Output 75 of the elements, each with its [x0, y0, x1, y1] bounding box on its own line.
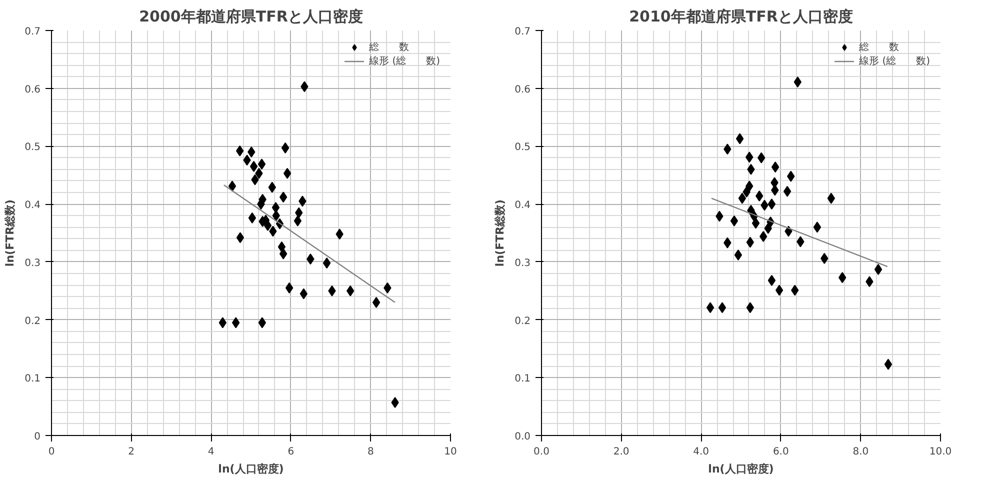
- point: [279, 192, 288, 203]
- point: [281, 142, 290, 154]
- point: [248, 146, 256, 158]
- x-axis-title: ln(人口密度): [218, 462, 284, 476]
- point: [775, 284, 784, 296]
- point: [258, 158, 266, 170]
- point: [752, 218, 760, 229]
- x-tick-label: 8: [368, 446, 374, 458]
- point: [738, 192, 746, 204]
- legend-label: 総 数: [369, 41, 410, 54]
- x-tick-label: 10.0: [929, 446, 952, 458]
- point: [746, 236, 754, 248]
- point: [706, 302, 714, 314]
- y-tick-label: 0.5: [514, 142, 531, 154]
- point: [272, 202, 280, 214]
- legend-label: 線形 (総 数): [369, 55, 440, 68]
- point: [746, 302, 754, 314]
- y-tick-label: 0: [34, 432, 41, 442]
- legend-label: 総 数: [859, 41, 900, 54]
- x-tick-label: 0.0: [534, 446, 550, 458]
- y-tick-label: 0.3: [24, 258, 41, 269]
- point: [294, 215, 302, 226]
- y-tick-label: 0.5: [24, 142, 41, 154]
- y-axis-title: ln(FTR総数): [4, 199, 17, 267]
- point: [874, 264, 882, 275]
- y-tick-label: 0.6: [514, 84, 531, 96]
- legend-label: 線形 (総 数): [859, 55, 930, 68]
- y-tick-label: 0.2: [24, 316, 41, 327]
- point: [783, 186, 792, 197]
- point: [322, 258, 331, 269]
- y-tick-label: 0.4: [514, 200, 531, 212]
- point: [736, 133, 744, 144]
- point: [285, 282, 294, 294]
- point: [228, 180, 236, 192]
- y-tick-label: 0.7: [24, 26, 41, 38]
- y-tick-label: 0.6: [24, 84, 41, 96]
- point: [218, 317, 227, 328]
- y-tick-label: 0.1: [514, 374, 531, 385]
- x-tick-label: 6: [288, 446, 294, 458]
- x-tick-label: 0: [48, 446, 55, 458]
- x-tick-label: 10: [444, 446, 457, 458]
- y-axis-title: ln(FTR総数): [494, 199, 507, 267]
- y-tick-label: 0.0: [514, 432, 531, 442]
- point: [372, 296, 380, 308]
- point: [730, 215, 738, 226]
- point: [718, 302, 726, 314]
- point: [283, 168, 292, 179]
- point: [278, 241, 286, 252]
- point: [884, 358, 892, 370]
- point: [768, 274, 776, 286]
- point: [771, 162, 780, 173]
- x-tick-label: 4.0: [693, 446, 710, 458]
- x-tick-label: 4: [208, 446, 214, 458]
- y-tick-label: 0.1: [24, 374, 41, 385]
- point: [813, 222, 822, 233]
- point: [734, 249, 742, 260]
- x-tick-label: 2.0: [613, 446, 630, 458]
- y-tick-label: 0.4: [24, 200, 41, 212]
- point: [258, 317, 266, 328]
- x-tick-label: 8.0: [852, 446, 869, 458]
- chart-title: 2000年都道府県TFRと人口密度: [139, 8, 363, 26]
- point: [250, 160, 258, 172]
- chart-title: 2010年都道府県TFRと人口密度: [629, 8, 853, 26]
- y-tick-label: 0.7: [514, 26, 531, 38]
- point: [236, 232, 244, 244]
- x-axis-title: ln(人口密度): [708, 462, 774, 476]
- point: [248, 212, 256, 224]
- point: [236, 145, 244, 156]
- x-tick-label: 6.0: [772, 446, 789, 458]
- point: [827, 192, 836, 204]
- y-tick-label: 0.2: [514, 316, 531, 327]
- y-tick-label: 0.3: [514, 258, 531, 269]
- point: [768, 198, 776, 210]
- point: [279, 248, 288, 260]
- x-tick-label: 2: [128, 446, 134, 458]
